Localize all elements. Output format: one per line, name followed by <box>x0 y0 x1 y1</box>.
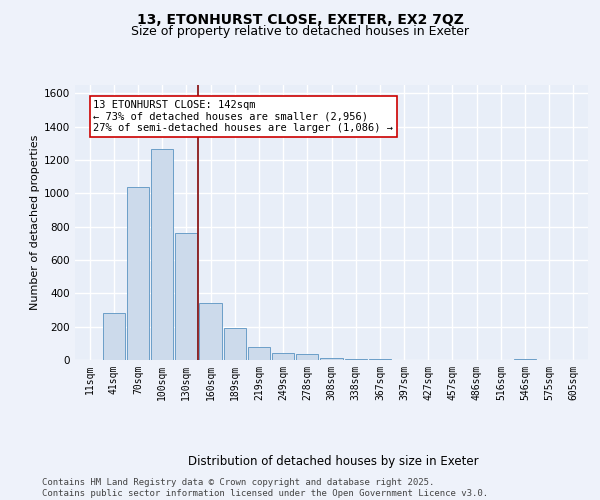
Bar <box>175 234 197 360</box>
Text: Contains HM Land Registry data © Crown copyright and database right 2025.
Contai: Contains HM Land Registry data © Crown c… <box>42 478 488 498</box>
Bar <box>272 354 294 360</box>
Text: Distribution of detached houses by size in Exeter: Distribution of detached houses by size … <box>188 454 478 468</box>
Text: 13 ETONHURST CLOSE: 142sqm
← 73% of detached houses are smaller (2,956)
27% of s: 13 ETONHURST CLOSE: 142sqm ← 73% of deta… <box>93 100 393 133</box>
Bar <box>224 328 246 360</box>
Bar <box>320 358 343 360</box>
Bar <box>344 358 367 360</box>
Y-axis label: Number of detached properties: Number of detached properties <box>30 135 40 310</box>
Bar <box>151 149 173 360</box>
Bar <box>369 359 391 360</box>
Bar <box>127 186 149 360</box>
Bar <box>248 346 270 360</box>
Bar <box>103 314 125 360</box>
Bar <box>514 359 536 360</box>
Text: Size of property relative to detached houses in Exeter: Size of property relative to detached ho… <box>131 25 469 38</box>
Bar <box>199 304 221 360</box>
Bar <box>296 354 319 360</box>
Text: 13, ETONHURST CLOSE, EXETER, EX2 7QZ: 13, ETONHURST CLOSE, EXETER, EX2 7QZ <box>137 12 463 26</box>
